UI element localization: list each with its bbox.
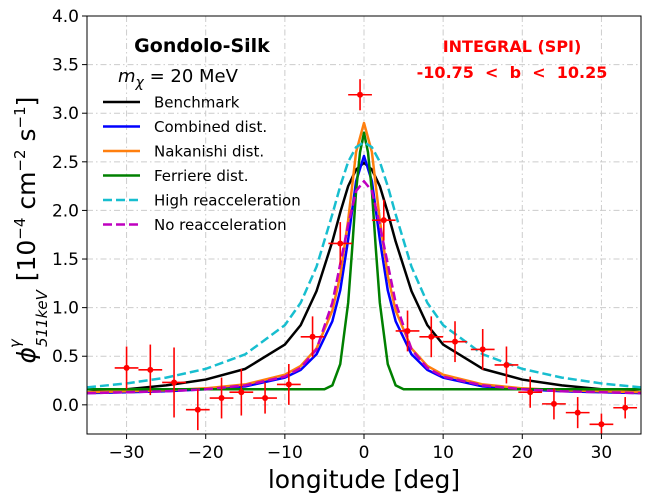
data-marker xyxy=(285,381,292,388)
observation-label: INTEGRAL (SPI) xyxy=(443,37,582,56)
y-tick-label: 0.5 xyxy=(52,347,79,367)
y-tick-label: 3.5 xyxy=(52,56,79,76)
data-marker xyxy=(598,421,605,428)
data-point xyxy=(348,79,372,111)
y-axis-label-close: ] xyxy=(12,97,41,107)
data-point xyxy=(518,376,543,408)
data-marker xyxy=(479,346,486,353)
x-tick-label: −10 xyxy=(267,443,303,463)
data-marker xyxy=(147,366,154,373)
observation-group xyxy=(114,79,638,434)
y-tick-label: 2.5 xyxy=(52,153,79,173)
data-marker xyxy=(218,395,225,402)
subtitle-variable: m xyxy=(118,66,136,87)
data-marker xyxy=(380,217,387,224)
data-marker xyxy=(337,240,344,247)
x-tick-label: 30 xyxy=(591,443,613,463)
data-marker xyxy=(527,389,534,396)
data-point xyxy=(253,382,277,414)
y-axis-label-units: [10 xyxy=(12,240,41,290)
data-marker xyxy=(452,338,459,345)
data-point xyxy=(419,316,444,358)
data-marker xyxy=(123,364,130,371)
y-axis-label-s: s xyxy=(12,128,41,149)
y-axis-label-sub: 511keV xyxy=(33,288,51,347)
y-axis-label-sup: γ xyxy=(6,338,24,348)
data-marker xyxy=(309,333,316,340)
chart-subtitle: mχ = 20 MeV xyxy=(118,66,239,91)
y-tick-label: 1.0 xyxy=(52,299,79,319)
x-tick-label: 10 xyxy=(432,443,454,463)
data-point xyxy=(470,329,495,370)
y-tick-label: 3.0 xyxy=(52,104,79,124)
x-tick-label: −20 xyxy=(188,443,224,463)
data-point xyxy=(185,389,210,431)
data-point xyxy=(395,310,420,352)
subtitle-subscript: χ xyxy=(135,75,145,91)
data-marker xyxy=(171,379,178,386)
series-line-no-reacceleration xyxy=(87,180,641,395)
data-point xyxy=(162,347,186,418)
data-point xyxy=(209,377,234,419)
legend-label-combined-dist: Combined dist. xyxy=(154,118,267,136)
data-point xyxy=(114,346,139,390)
data-marker xyxy=(194,406,201,413)
y-axis-label-exp1: −4 xyxy=(11,218,29,240)
grid xyxy=(87,15,641,434)
data-point xyxy=(565,397,590,429)
x-axis-label: longitude [deg] xyxy=(268,465,460,494)
x-tick-label: −30 xyxy=(109,443,145,463)
legend-label-benchmark: Benchmark xyxy=(154,94,240,112)
subtitle-value: = 20 MeV xyxy=(144,66,239,87)
data-marker xyxy=(550,400,557,407)
data-point xyxy=(371,199,396,241)
legend-label-high-reacceleration: High reacceleration xyxy=(154,192,301,210)
data-point xyxy=(589,413,614,434)
data-point xyxy=(229,368,254,416)
data-marker xyxy=(622,404,629,411)
data-marker xyxy=(503,361,510,368)
y-axis-label-phi: ϕ xyxy=(12,347,41,364)
data-point xyxy=(276,364,301,405)
data-point xyxy=(494,346,519,384)
chart-title: Gondolo-Silk xyxy=(134,35,270,57)
y-axis-label-cm: cm xyxy=(12,172,41,218)
data-marker xyxy=(262,395,269,402)
data-point xyxy=(328,222,353,265)
legend-label-ferriere-dist: Ferriere dist. xyxy=(154,167,249,185)
data-point xyxy=(138,344,163,396)
data-point xyxy=(300,316,325,358)
data-point xyxy=(542,388,566,420)
x-tick-label: 0 xyxy=(359,443,370,463)
data-marker xyxy=(404,327,411,334)
y-axis-label-exp2: −2 xyxy=(11,149,29,171)
data-marker xyxy=(357,91,364,98)
y-axis-label-exp3: −1 xyxy=(11,106,29,128)
series-line-ferriere-dist xyxy=(87,131,641,391)
data-marker xyxy=(238,389,245,396)
data-marker xyxy=(574,409,581,416)
legend-label-nakanishi-dist: Nakanishi dist. xyxy=(154,143,264,161)
y-tick-label: 0.0 xyxy=(52,396,79,416)
y-tick-label: 2.0 xyxy=(52,201,79,221)
x-tick-label: 20 xyxy=(511,443,533,463)
y-tick-label: 1.5 xyxy=(52,250,79,270)
ticks: −30 −20 −10 0 10 20 30 0.0 0.5 1.0 1.5 2.0 2.5 3.0 3.5… xyxy=(52,7,612,463)
data-marker xyxy=(428,333,435,340)
data-point xyxy=(443,321,467,363)
legend: Benchmark Combined dist. Nakanishi dist. Fe… xyxy=(103,94,301,234)
observation-range: -10.75 < b < 10.25 xyxy=(417,63,608,82)
y-axis-label: ϕ511keV γ [10−4 cm−2 s−1] xyxy=(6,97,51,364)
data-point xyxy=(613,397,638,419)
y-tick-label: 4.0 xyxy=(52,7,79,27)
legend-label-no-reacceleration: No reacceleration xyxy=(154,216,287,234)
